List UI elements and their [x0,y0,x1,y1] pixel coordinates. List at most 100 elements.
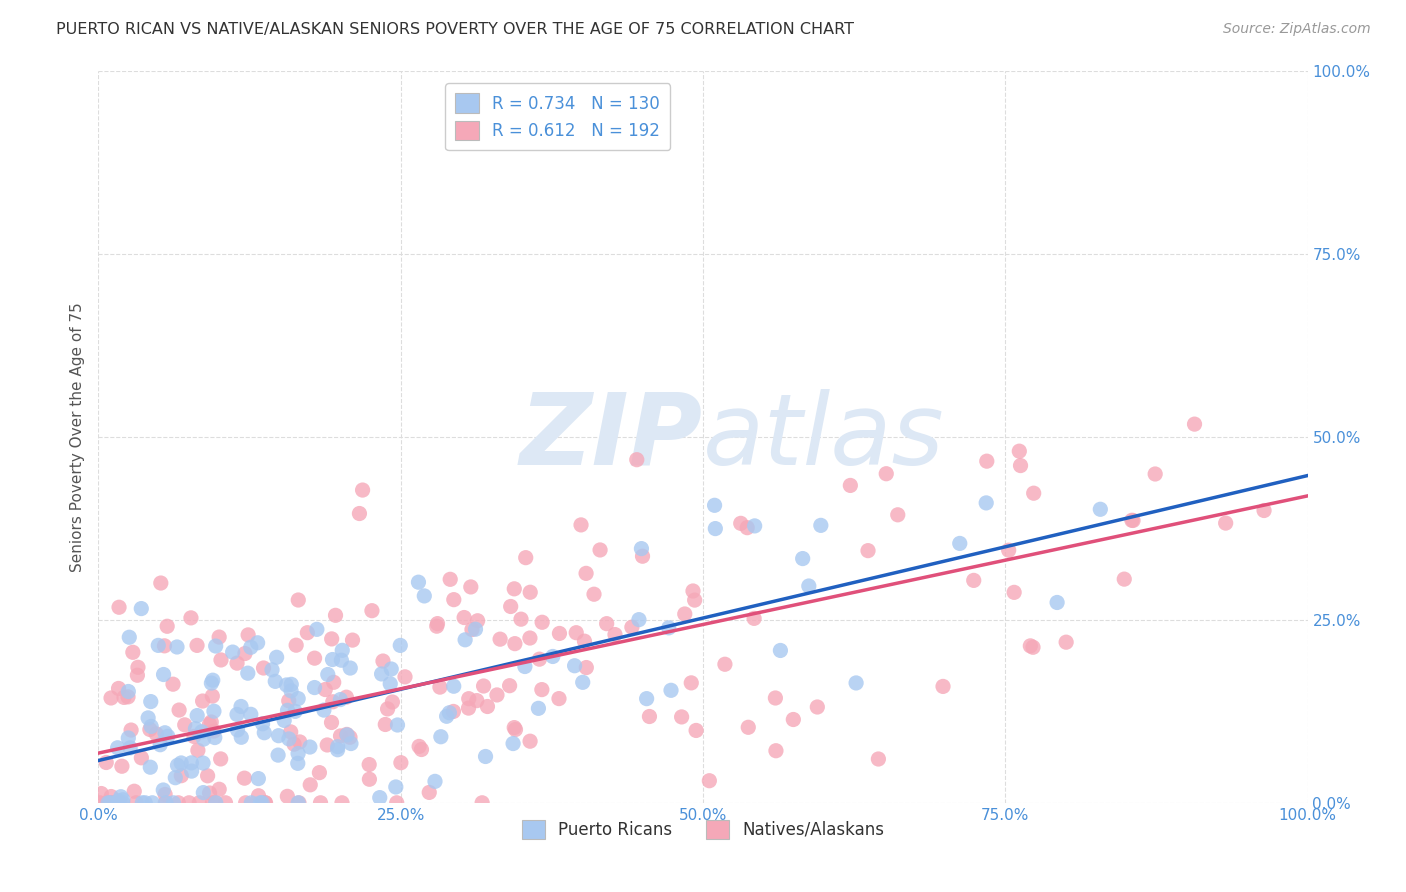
Point [266,650,288,665]
Point [122,784,145,798]
Point [186,708,208,723]
Point [377,702,399,716]
Point [531,615,554,630]
Point [280,724,302,739]
Point [1008,444,1031,458]
Point [477,699,499,714]
Point [845,676,868,690]
Point [204,731,226,745]
Point [226,723,249,737]
Point [441,705,464,719]
Point [575,660,598,674]
Point [322,675,344,690]
Point [187,743,209,757]
Point [467,614,489,628]
Point [394,670,416,684]
Point [429,680,451,694]
Point [233,647,256,661]
Point [167,796,190,810]
Point [141,796,163,810]
Point [97,796,120,810]
Point [418,785,440,799]
Point [868,752,890,766]
Point [254,796,277,810]
Point [145,727,167,741]
Point [385,780,408,794]
Point [436,709,458,723]
Point [288,796,311,810]
Point [180,756,202,770]
Point [336,727,359,741]
Point [443,592,465,607]
Point [287,691,309,706]
Point [152,783,174,797]
Point [541,649,564,664]
Point [284,704,307,718]
Point [209,752,232,766]
Point [325,608,347,623]
Point [498,679,520,693]
Point [443,679,465,693]
Point [326,739,349,754]
Point [111,793,134,807]
Point [368,790,391,805]
Text: Source: ZipAtlas.com: Source: ZipAtlas.com [1223,22,1371,37]
Point [127,668,149,682]
Point [101,796,124,810]
Point [339,661,361,675]
Point [564,658,586,673]
Point [170,769,193,783]
Point [280,683,302,698]
Point [682,584,704,599]
Point [385,796,408,810]
Point [118,630,141,644]
Point [457,701,479,715]
Point [485,688,508,702]
Point [714,657,737,672]
Point [1114,572,1136,586]
Point [1010,458,1032,473]
Text: PUERTO RICAN VS NATIVE/ALASKAN SENIORS POVERTY OVER THE AGE OF 75 CORRELATION CH: PUERTO RICAN VS NATIVE/ALASKAN SENIORS P… [56,22,855,37]
Point [155,796,177,810]
Point [769,643,792,657]
Point [974,496,997,510]
Point [439,706,461,720]
Point [208,782,231,797]
Point [204,796,226,810]
Point [387,718,409,732]
Point [359,757,381,772]
Point [305,623,328,637]
Point [626,452,648,467]
Text: ZIP: ZIP [520,389,703,485]
Legend: Puerto Ricans, Natives/Alaskans: Puerto Ricans, Natives/Alaskans [515,814,891,846]
Point [1022,486,1045,500]
Point [389,756,412,770]
Point [630,541,652,556]
Point [285,638,308,652]
Point [226,656,249,670]
Point [530,682,553,697]
Point [162,796,184,810]
Point [166,758,188,772]
Point [503,721,526,735]
Point [287,796,309,810]
Point [1121,513,1143,527]
Point [683,593,706,607]
Point [685,723,707,738]
Y-axis label: Seniors Poverty Over the Age of 75: Seniors Poverty Over the Age of 75 [69,302,84,572]
Point [361,604,384,618]
Point [408,575,430,590]
Point [411,742,433,756]
Point [152,667,174,681]
Point [430,730,453,744]
Point [96,796,118,810]
Point [510,612,533,626]
Point [439,572,461,586]
Point [454,632,477,647]
Point [575,566,598,581]
Point [111,759,134,773]
Point [1144,467,1167,481]
Point [658,621,681,635]
Point [97,796,120,810]
Point [299,778,322,792]
